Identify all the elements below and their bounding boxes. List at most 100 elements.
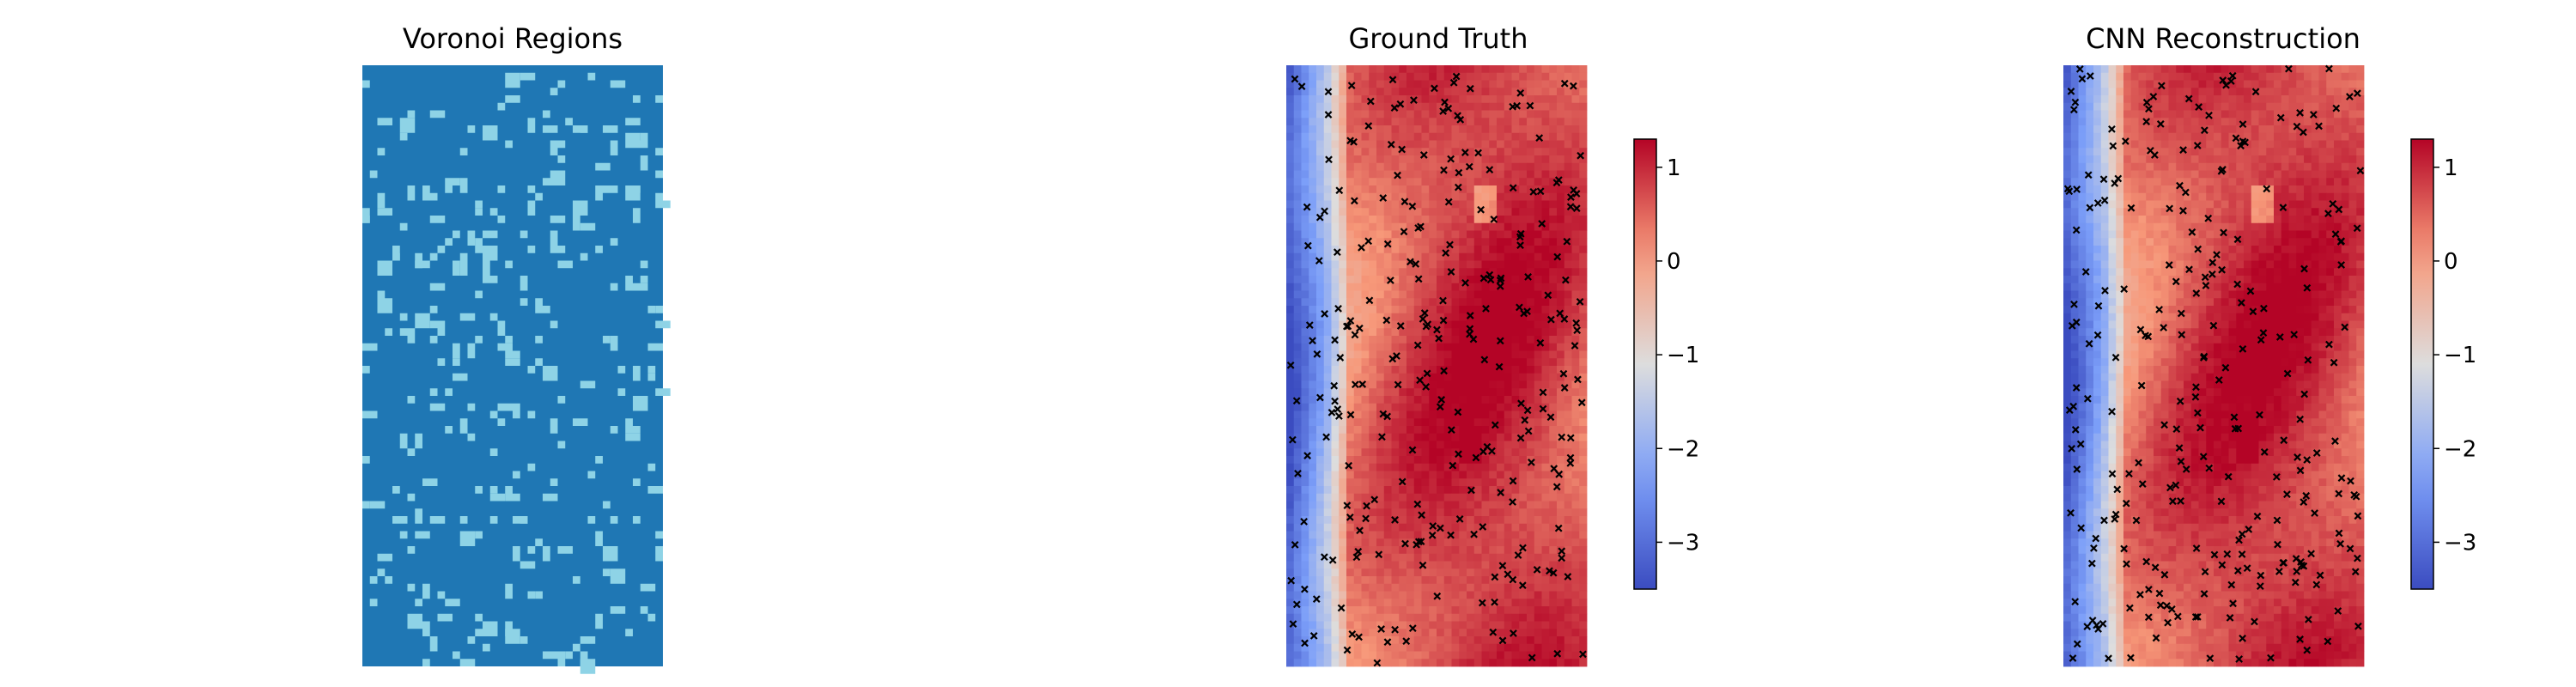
field-cell (1549, 80, 1558, 88)
field-cell (1316, 208, 1325, 216)
field-cell (1286, 403, 1295, 411)
field-cell (1557, 501, 1565, 509)
sensor-marker (1441, 98, 1449, 106)
field-cell (1571, 508, 1580, 517)
field-cell (2078, 80, 2087, 88)
field-cell (2266, 155, 2275, 164)
sensor-marker (1472, 453, 1480, 462)
field-cell (1331, 426, 1340, 435)
field-cell (2258, 148, 2267, 156)
field-cell (2318, 200, 2327, 209)
field-cell (2198, 290, 2207, 299)
field-cell (2288, 268, 2297, 277)
field-cell (1331, 328, 1340, 337)
field-cell (1527, 140, 1535, 149)
field-cell (1541, 192, 1550, 201)
field-cell (1339, 268, 1347, 277)
field-cell (1361, 433, 1370, 441)
field-cell (1376, 290, 1385, 299)
field-cell (2348, 260, 2357, 269)
field-cell (1451, 313, 1460, 321)
field-cell (1353, 471, 1362, 479)
field-cell (1443, 523, 1452, 532)
field-cell (1293, 448, 1302, 457)
field-cell (1557, 132, 1565, 141)
field-cell (1421, 162, 1430, 171)
field-cell (1309, 306, 1317, 314)
field-cell (2123, 200, 2132, 209)
voronoi-cell (505, 72, 520, 88)
field-cell (2198, 252, 2207, 261)
sensor-marker (1387, 140, 1395, 149)
sensor-marker (1526, 101, 1534, 110)
field-cell (1353, 65, 1362, 74)
field-cell (1369, 125, 1377, 134)
field-cell (2138, 252, 2147, 261)
field-cell (1451, 599, 1460, 607)
field-cell (1369, 478, 1377, 487)
field-cell (1534, 651, 1542, 660)
field-cell (2190, 178, 2199, 186)
field-cell (1511, 252, 1520, 261)
field-cell (1383, 132, 1392, 141)
field-cell (1564, 216, 1572, 224)
field-cell (1361, 358, 1370, 367)
field-cell (1391, 238, 1400, 246)
field-cell (1557, 185, 1565, 194)
field-cell (1497, 88, 1505, 96)
field-cell (1369, 546, 1377, 555)
field-cell (1429, 463, 1437, 471)
field-cell (2078, 125, 2087, 134)
field-cell (2093, 118, 2102, 126)
voronoi-cell (633, 140, 648, 149)
field-cell (2326, 162, 2335, 171)
field-cell (2146, 125, 2154, 134)
field-cell (1406, 162, 1415, 171)
sensor-marker (1570, 185, 1578, 194)
sensor-marker (1444, 104, 1453, 112)
field-cell (1353, 102, 1362, 111)
field-cell (1331, 290, 1340, 299)
field-cell (1564, 268, 1572, 277)
field-cell (2311, 200, 2319, 209)
field-cell (2154, 72, 2162, 81)
field-cell (1443, 659, 1452, 667)
sensor-marker (1286, 361, 1295, 369)
field-cell (1286, 396, 1295, 404)
field-cell (2116, 268, 2124, 277)
field-cell (1437, 613, 1445, 622)
field-cell (1346, 102, 1355, 111)
field-cell (1293, 252, 1302, 261)
field-cell (2244, 162, 2252, 171)
field-cell (1383, 396, 1392, 404)
field-cell (1443, 320, 1452, 329)
field-cell (2063, 132, 2072, 141)
field-cell (1504, 298, 1512, 307)
voronoi-cell (437, 613, 453, 622)
sensor-marker (1513, 101, 1522, 110)
voronoi-cell (625, 629, 633, 636)
field-cell (2100, 222, 2109, 231)
field-cell (1534, 192, 1542, 201)
field-cell (1323, 553, 1332, 562)
field-cell (1293, 80, 1302, 88)
field-cell (2146, 132, 2154, 141)
field-cell (2190, 162, 2199, 171)
field-cell (2296, 65, 2305, 74)
field-cell (1391, 583, 1400, 592)
field-cell (2348, 125, 2357, 134)
field-cell (1383, 140, 1392, 149)
sensor-marker (1536, 187, 1545, 196)
field-cell (1534, 148, 1542, 156)
sensor-marker (1334, 304, 1342, 313)
field-cell (1323, 260, 1332, 269)
sensor-marker (1330, 381, 1339, 390)
field-cell (2214, 148, 2222, 156)
field-cell (2311, 276, 2319, 284)
field-cell (1527, 260, 1535, 269)
field-cell (2063, 192, 2072, 201)
field-cell (1286, 283, 1295, 291)
field-cell (1459, 621, 1467, 629)
field-cell (2266, 238, 2275, 246)
field-cell (1429, 358, 1437, 367)
